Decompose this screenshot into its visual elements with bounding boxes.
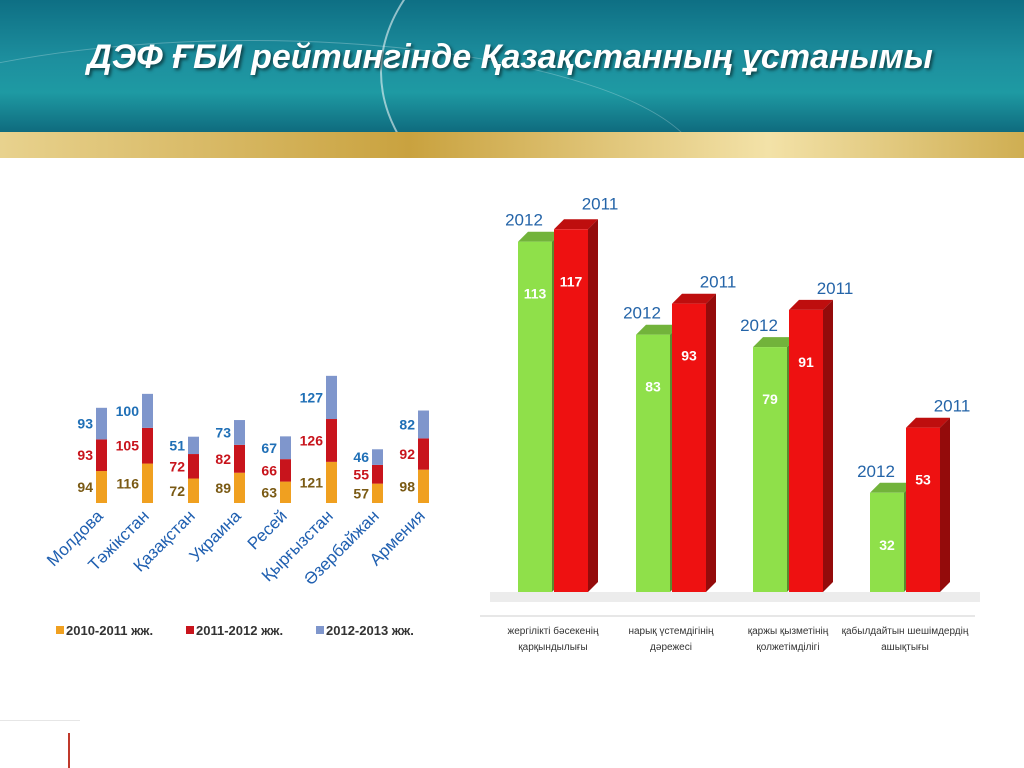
category-label: нарық үстемдігінің дәрежесі: [628, 626, 714, 653]
stack-value-label: 105: [116, 438, 140, 454]
stack-segment: [188, 454, 199, 479]
stack-value-label: 121: [300, 474, 324, 490]
bar: [554, 219, 598, 593]
legend-label: 2012-2013 жж.: [326, 623, 414, 638]
accent-line: [68, 733, 70, 768]
bar-value-label: 117: [560, 273, 583, 289]
stack-value-label: 116: [116, 475, 139, 491]
stack-value-label: 73: [215, 424, 231, 440]
category-label: Украина: [186, 506, 246, 566]
stack-segment: [326, 461, 337, 503]
stack-segment: [234, 472, 245, 503]
legend-swatch: [56, 626, 64, 634]
indicator-bar-chart: 113 2012 117 2011 жергілікті бәсекенің қарқын…: [480, 194, 980, 653]
bar-value-label: 91: [798, 354, 814, 370]
category-label: қабылдайтын шешімдердің ашықтығы: [842, 625, 969, 653]
stack-value-label: 126: [300, 432, 324, 448]
stack-segment: [142, 427, 153, 464]
stack-segment: [418, 469, 429, 503]
stack-value-label: 92: [399, 446, 415, 462]
stack-segment: [188, 436, 199, 455]
bar-value-label: 93: [681, 348, 697, 364]
bar-value-label: 83: [645, 379, 661, 395]
stacked-ranking-chart: 949393Молдова116105100Тәжікстан727251Қаз…: [43, 375, 429, 638]
divider: [0, 720, 80, 721]
bar-value-label: 113: [524, 286, 547, 302]
header-banner: [0, 0, 1024, 132]
stack-value-label: 57: [353, 485, 369, 501]
category-label: қаржы қызметінің қолжетімділігі: [748, 626, 829, 653]
year-label: 2011: [582, 194, 619, 213]
stack-value-label: 72: [169, 483, 185, 499]
legend-label: 2010-2011 жж.: [66, 623, 153, 638]
bar: [906, 417, 950, 592]
stack-value-label: 63: [261, 484, 277, 500]
page-title: ДЭФ ҒБИ рейтингінде Қазақстанның ұстаным…: [87, 38, 933, 76]
bar: [672, 293, 716, 592]
year-label: 2012: [740, 316, 778, 335]
stack-segment: [96, 407, 107, 440]
stack-segment: [372, 483, 383, 503]
gold-band: [0, 132, 1024, 158]
category-label: жергілікті бәсекенің қарқындылығы: [508, 625, 599, 653]
year-label: 2012: [857, 462, 895, 481]
chart-floor: [490, 592, 980, 602]
stack-segment: [326, 375, 337, 420]
stack-segment: [418, 410, 429, 439]
stack-value-label: 46: [353, 449, 369, 465]
stack-segment: [234, 420, 245, 445]
stack-segment: [280, 481, 291, 503]
stack-value-label: 93: [77, 416, 93, 432]
stack-value-label: 72: [169, 458, 185, 474]
stack-segment: [280, 459, 291, 482]
stack-value-label: 89: [215, 480, 231, 496]
stack-segment: [372, 464, 383, 484]
legend-swatch: [186, 626, 194, 634]
stack-value-label: 66: [261, 462, 277, 478]
stack-segment: [326, 419, 337, 462]
stack-value-label: 82: [215, 451, 231, 467]
stack-segment: [234, 444, 245, 473]
stack-segment: [280, 436, 291, 460]
stack-segment: [96, 471, 107, 503]
year-label: 2011: [934, 397, 971, 416]
bar-value-label: 53: [915, 472, 931, 488]
stack-segment: [372, 449, 383, 465]
stack-value-label: 55: [353, 466, 369, 482]
year-label: 2012: [623, 304, 661, 323]
legend-label: 2011-2012 жж.: [196, 623, 283, 638]
stack-segment: [96, 439, 107, 472]
stack-segment: [188, 478, 199, 503]
stack-value-label: 98: [399, 478, 415, 494]
year-label: 2011: [700, 273, 737, 292]
stack-value-label: 93: [77, 447, 93, 463]
bar: [789, 299, 833, 592]
legend-swatch: [316, 626, 324, 634]
stack-segment: [142, 463, 153, 503]
bar-value-label: 79: [762, 391, 778, 407]
stack-value-label: 67: [261, 440, 277, 456]
stack-segment: [142, 393, 153, 428]
stack-value-label: 94: [77, 479, 93, 495]
bar-value-label: 32: [879, 537, 895, 553]
stack-value-label: 100: [116, 403, 140, 419]
stack-value-label: 51: [169, 437, 185, 453]
stack-value-label: 82: [399, 416, 415, 432]
year-label: 2012: [505, 211, 543, 230]
stack-value-label: 127: [300, 389, 324, 405]
year-label: 2011: [817, 279, 854, 298]
stack-segment: [418, 438, 429, 470]
